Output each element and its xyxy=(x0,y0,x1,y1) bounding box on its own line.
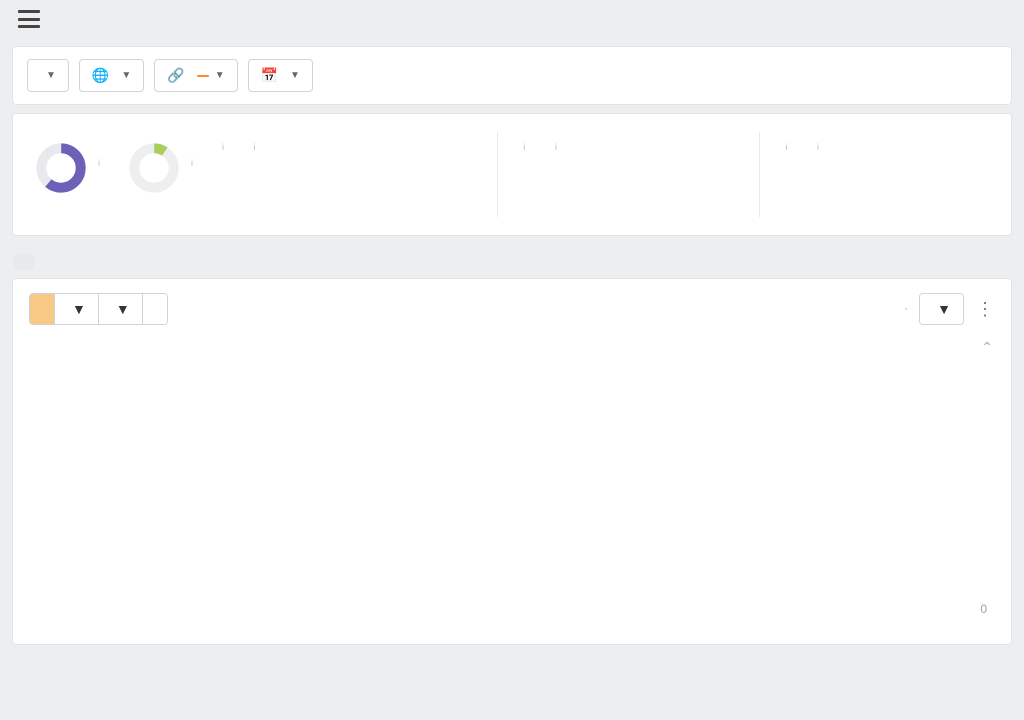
seg-locations[interactable]: ▼ xyxy=(99,294,143,324)
hamburger-icon[interactable] xyxy=(18,10,40,28)
overview-tabs xyxy=(0,244,1024,270)
x-axis-labels xyxy=(29,616,995,624)
calendar-icon: 📅 xyxy=(261,67,278,84)
granularity-dropdown[interactable]: ▼ xyxy=(920,294,963,324)
seg-competitors[interactable]: ▼ xyxy=(55,294,99,324)
link-icon: 🔗 xyxy=(167,67,184,84)
tab-general[interactable] xyxy=(14,254,34,270)
collapse-icon[interactable]: ⌃ xyxy=(981,339,993,356)
dr-donut xyxy=(35,142,87,194)
globe-icon: 🌐 xyxy=(92,67,109,84)
metrics-card: i i i i xyxy=(12,113,1012,236)
changes-dropdown[interactable]: 📅▼ xyxy=(248,59,313,92)
ur-donut xyxy=(128,142,180,194)
volume-dropdown[interactable]: ▼ xyxy=(27,59,69,92)
best-links-dropdown[interactable]: 🔗▼ xyxy=(154,59,237,92)
seg-metrics[interactable] xyxy=(30,294,55,324)
tab-organic[interactable] xyxy=(90,254,110,270)
performance-chart: 0 xyxy=(29,386,995,616)
filter-toolbar: ▼ 🌐▼ 🔗▼ 📅▼ xyxy=(12,46,1012,105)
range-segments xyxy=(905,308,907,310)
performance-card: ▼ ▼ ▼ ⋮ ⌃ 0 xyxy=(12,278,1012,645)
tab-backlink[interactable] xyxy=(52,254,72,270)
locations-dropdown[interactable]: 🌐▼ xyxy=(79,59,144,92)
seg-years[interactable] xyxy=(143,294,167,324)
more-menu-icon[interactable]: ⋮ xyxy=(976,299,995,320)
view-segments: ▼ ▼ xyxy=(29,293,168,325)
